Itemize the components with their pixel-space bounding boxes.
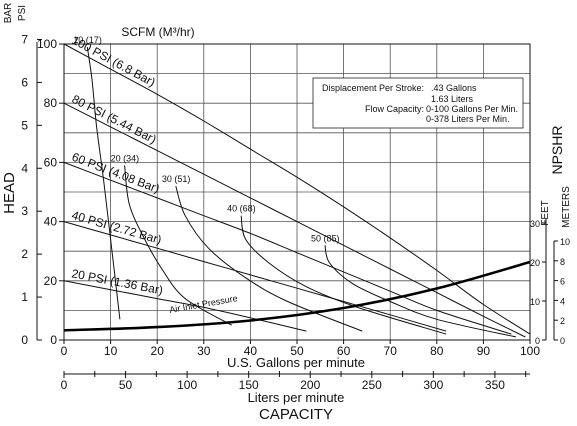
lpm-tick-label: 50 (119, 378, 133, 392)
capacity-title: CAPACITY (259, 406, 333, 423)
meters-tick-label: 6 (560, 277, 565, 287)
air-curve-label-2: 20 (34) (111, 153, 140, 163)
air-curve-2 (124, 165, 233, 326)
x2-axis-title: Liters per minute (248, 390, 345, 405)
gpm-tick-label: 20 (151, 344, 165, 358)
psi-tick-label: 100 (37, 37, 57, 51)
legend-label-flow: Flow Capacity: (365, 104, 424, 114)
legend-value-gpm: 0-100 Gallons Per Min. (426, 104, 518, 114)
air-curve-label-5: 50 (85) (311, 233, 340, 243)
bar-tick-label: 2 (21, 247, 28, 261)
feet-tick-label: 0 (535, 336, 540, 346)
lpm-tick-label: 300 (423, 378, 443, 392)
meters-tick-label: 0 (560, 336, 565, 346)
lpm-tick-label: 0 (61, 378, 68, 392)
psi-tick-label: 60 (44, 155, 58, 169)
psi-tick-label: 40 (44, 215, 58, 229)
legend-label-displacement: Displacement Per Stroke: (322, 83, 424, 93)
pressure-curve-100 (63, 43, 531, 335)
air-curve-label-3: 30 (51) (162, 174, 191, 184)
gpm-tick-label: 100 (520, 344, 540, 358)
head-title: HEAD (1, 172, 18, 214)
gpm-tick-label: 70 (384, 344, 398, 358)
pressure-curve-60 (63, 161, 512, 335)
meters-tick-label: 2 (560, 316, 565, 326)
bar-tick-label: 0 (21, 333, 28, 347)
psi-tick-label: 0 (50, 333, 57, 347)
lpm-tick-label: 250 (362, 378, 382, 392)
air-curve-5 (324, 245, 517, 338)
bar-tick-label: 1 (21, 290, 28, 304)
psi-tick-label: 20 (44, 274, 58, 288)
gpm-tick-label: 10 (104, 344, 118, 358)
meters-tick-label: 8 (560, 257, 565, 267)
meters-tick-label: 10 (560, 237, 570, 247)
bar-tick-label: 6 (21, 75, 28, 89)
air-curve-3 (175, 185, 363, 332)
lpm-tick-label: 150 (239, 378, 259, 392)
bar-tick-label: 3 (21, 204, 28, 218)
pressure-curve-40 (63, 221, 447, 332)
gpm-tick-label: 80 (430, 344, 444, 358)
gpm-tick-label: 60 (337, 344, 351, 358)
bar-tick-label: 7 (21, 32, 28, 46)
legend-value-liters: 1.63 Liters (431, 94, 474, 104)
air-curve-label-4: 40 (68) (227, 204, 256, 214)
gpm-tick-label: 0 (61, 344, 68, 358)
air-curve-label-1: 10 (17) (73, 35, 102, 45)
gpm-tick-label: 90 (477, 344, 491, 358)
scfm-title: SCFM (M³/hr) (121, 25, 194, 39)
air-curve-4 (240, 215, 447, 335)
legend-value-gallons: .43 Gallons (431, 83, 477, 93)
bar-tick-label: 4 (21, 161, 28, 175)
feet-tick-label: 30 (530, 219, 540, 229)
x-axis-title: U.S. Gallons per minute (227, 355, 365, 370)
labels: 100 PSI (6.8 Bar)80 PSI (5.44 Bar)60 PSI… (70, 33, 340, 297)
psi-unit-label: PSI (17, 5, 28, 21)
lpm-tick-label: 350 (485, 378, 505, 392)
bar-unit-label: BAR (3, 3, 14, 24)
legend-box: Displacement Per Stroke: .43 Gallons 1.6… (312, 77, 524, 129)
gpm-tick-label: 40 (244, 344, 258, 358)
npshr-title: NPSHR (549, 125, 565, 174)
bar-tick-label: 5 (21, 118, 28, 132)
feet-unit-label: FEET (540, 200, 551, 226)
feet-tick-label: 10 (530, 297, 540, 307)
curves (63, 43, 531, 338)
meters-unit-label: METERS (561, 186, 572, 228)
grid (63, 43, 531, 341)
pressure-curve-80 (63, 102, 526, 338)
npshr-curve (63, 260, 531, 332)
gpm-tick-label: 50 (290, 344, 304, 358)
feet-tick-label: 20 (530, 258, 540, 268)
air-curve-1 (86, 46, 121, 320)
meters-tick-label: 4 (560, 296, 565, 306)
pressure-label-80: 80 PSI (5.44 Bar) (70, 92, 159, 146)
lpm-tick-label: 200 (300, 378, 320, 392)
legend-value-lpm: 0-378 Liters Per Min. (426, 114, 510, 124)
lpm-tick-label: 100 (177, 378, 197, 392)
gpm-tick-label: 30 (197, 344, 211, 358)
psi-tick-label: 80 (44, 96, 58, 110)
